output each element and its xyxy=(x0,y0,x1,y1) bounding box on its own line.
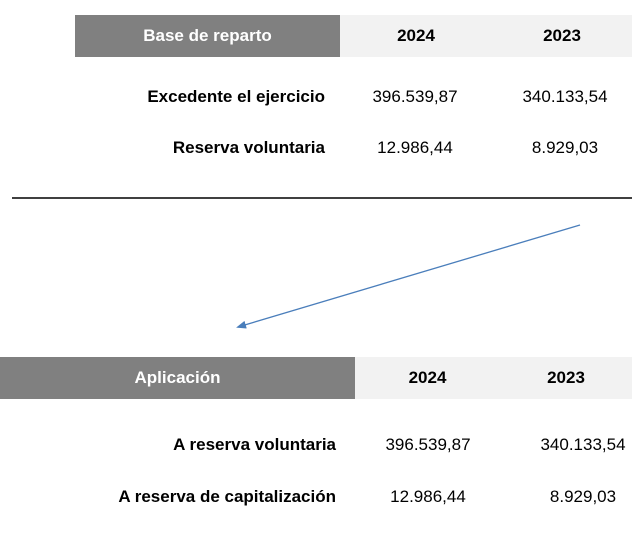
arrow xyxy=(236,224,581,329)
header-cell: 2023 xyxy=(492,15,632,57)
cell-value: 340.133,54 xyxy=(522,87,608,106)
row-label: A reserva voluntaria xyxy=(173,435,336,454)
cell-value: 8.929,03 xyxy=(531,138,599,157)
header-cell: 2023 xyxy=(500,357,632,399)
cell-value: 12.986,44 xyxy=(390,487,466,506)
cell-value: 12.986,44 xyxy=(377,138,453,157)
header-cell: Base de reparto xyxy=(75,15,340,57)
cell-value: 340.133,54 xyxy=(540,435,626,454)
header-cell: 2024 xyxy=(340,15,492,57)
cell-value: 396.539,87 xyxy=(385,435,471,454)
cell-value: 396.539,87 xyxy=(372,87,458,106)
row-label: Excedente el ejercicio xyxy=(147,87,325,106)
row-label: A reserva de capitalización xyxy=(118,487,336,506)
row-label: Reserva voluntaria xyxy=(172,138,325,157)
cell-value: 8.929,03 xyxy=(549,487,617,506)
header-cell: 2024 xyxy=(355,357,500,399)
header-cell: Aplicación xyxy=(0,357,355,399)
